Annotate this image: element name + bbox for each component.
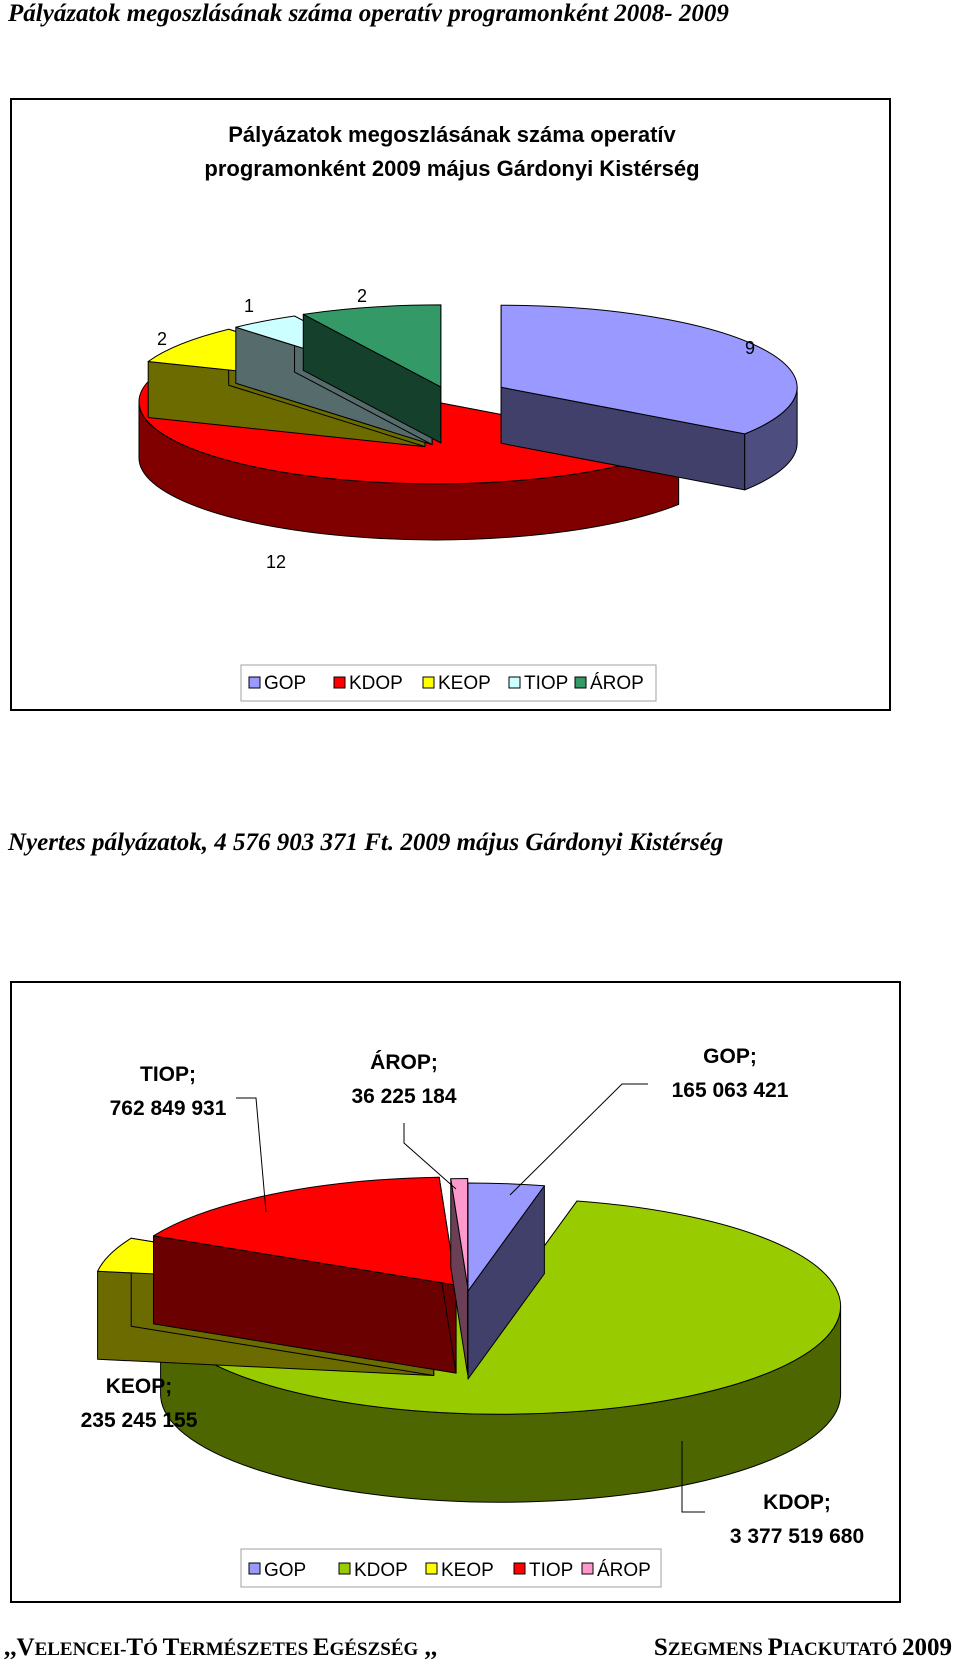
chart-2-leader-1 [681, 1441, 705, 1513]
footer-left-part-6: ERMÉSZETES [179, 1639, 313, 1660]
pie-slice-arop [450, 1178, 469, 1376]
chart-2-label-kdop: KDOP; 3 377 519 680 [730, 1491, 864, 1548]
chart-1-legend-label-1: KDOP [349, 673, 403, 694]
footer-left-part-4: Ó [143, 1639, 163, 1660]
chart-2-label-arop: ÁROP; 36 225 184 [351, 1051, 456, 1108]
chart-2-pie [97, 1176, 842, 1503]
chart-2-legend-label-2: KEOP [441, 1560, 494, 1581]
chart-2-legend-label-4: ÁROP [597, 1560, 651, 1581]
chart-2-legend-swatch-1 [338, 1562, 351, 1575]
chart-1-title-line-1: Pályázatok megoszlásának száma operatív [228, 122, 676, 147]
footer-right-part-3: IACKUTATÓ [782, 1639, 902, 1660]
chart-1-legend-swatch-1 [333, 676, 346, 689]
chart-2-leader-0 [509, 1083, 648, 1196]
footer-right: SZEGMENS PIACKUTATÓ 2009 [654, 1634, 952, 1662]
footer-left-part-7: E [312, 1634, 330, 1661]
chart-2-label-keop: KEOP; 235 245 155 [81, 1375, 198, 1432]
chart-1-label-keop: 2 [157, 329, 167, 349]
chart-1-legend-swatch-2 [422, 676, 435, 689]
chart-1-legend-swatch-4 [574, 676, 587, 689]
chart-2-legend-label-0: GOP [264, 1560, 306, 1581]
chart-1-label-gop: 9 [745, 338, 755, 358]
chart-2-legend-label-1: KDOP [354, 1560, 408, 1581]
chart-2-legend-swatch-3 [513, 1562, 526, 1575]
chart-2-legend: GOP KDOP KEOP TIOP ÁROP [240, 1548, 662, 1588]
footer-left-part-0: ,,V [4, 1634, 35, 1661]
footer-right-part-0: S [653, 1634, 668, 1661]
footer-left-part-1: ELENCEI [34, 1639, 121, 1660]
chart-2-leader-3 [236, 1097, 267, 1213]
chart-2-leader-4 [403, 1123, 457, 1190]
footer-right-part-4: 2009 [902, 1634, 952, 1661]
chart-2-legend-swatch-2 [425, 1562, 438, 1575]
chart-1-legend-label-0: GOP [264, 673, 306, 694]
chart-2-label-gop: GOP; 165 063 421 [672, 1045, 789, 1102]
footer-right-part-1: ZEGMENS [667, 1639, 768, 1660]
footer-left-part-9: ,, [418, 1634, 438, 1661]
footer-left-part-3: T [126, 1634, 144, 1661]
chart-1-legend-swatch-0 [248, 676, 261, 689]
pie-slice-tiop [153, 1176, 457, 1374]
chart-1-pie [138, 304, 798, 541]
chart-1-label-tiop: 1 [244, 296, 254, 316]
footer-right-part-2: P [767, 1634, 783, 1661]
footer-left: ,,VELENCEI-TÓ TERMÉSZETES EGÉSZSÉG ,, [4, 1634, 437, 1662]
page-heading-1: Pályázatok megoszlásának száma operatív … [8, 0, 729, 27]
chart-2-legend-swatch-0 [248, 1562, 261, 1575]
chart-2-legend-swatch-4 [581, 1562, 594, 1575]
footer-left-part-2: - [120, 1639, 127, 1660]
pie-slice-gop [500, 304, 798, 491]
chart-1-label-arop: 2 [357, 286, 367, 306]
chart-1-title-line-2: programonként 2009 május Gárdonyi Kistér… [204, 156, 699, 181]
footer-left-part-5: T [162, 1634, 180, 1661]
chart-2-data-labels: GOP; 165 063 421 KDOP; 3 377 519 680 KEOP; 23… [81, 1045, 865, 1548]
chart-2-legend-label-3: TIOP [529, 1560, 573, 1581]
chart-1-legend-swatch-3 [508, 676, 521, 689]
pie-slice-arop [302, 304, 442, 444]
chart-2-label-tiop: TIOP; 762 849 931 [110, 1063, 227, 1120]
page-heading-2: Nyertes pályázatok, 4 576 903 371 Ft. 20… [8, 829, 724, 856]
chart-1-legend-label-3: TIOP [524, 673, 568, 694]
chart-1-legend: GOP KDOP KEOP TIOP ÁROP [240, 664, 657, 702]
chart-1-legend-label-4: ÁROP [590, 673, 644, 694]
footer-left-part-8: GÉSZSÉG [329, 1639, 419, 1660]
chart-1-legend-label-2: KEOP [438, 673, 491, 694]
chart-1-label-kdop: 12 [266, 552, 286, 572]
